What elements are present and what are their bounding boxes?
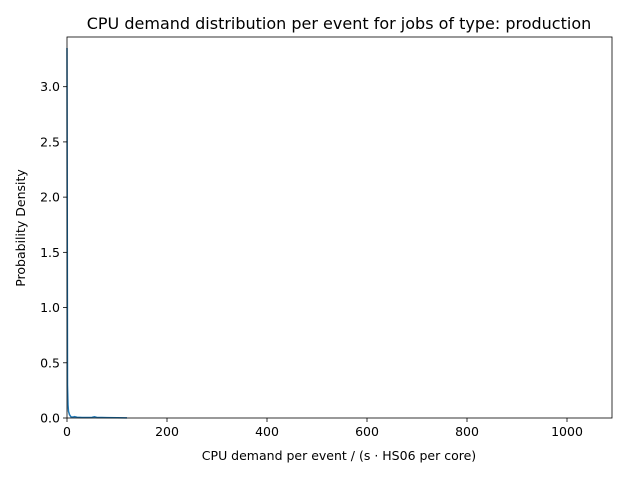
y-tick-label: 2.0: [40, 190, 60, 205]
y-tick-label: 1.0: [40, 300, 60, 315]
y-axis-label: Probability Density: [13, 169, 28, 287]
series-layer: [66, 48, 128, 419]
x-tick-label: 1000: [551, 424, 583, 439]
x-tick-label: 800: [455, 424, 479, 439]
y-tick-label: 0.5: [40, 355, 60, 370]
y-axis: 0.0 0.5 1.0 1.5 2.0 2.5 3.0: [40, 79, 67, 426]
plot-frame: [66, 36, 613, 419]
y-tick-label: 3.0: [40, 79, 60, 94]
y-tick-label: 1.5: [40, 245, 60, 260]
y-tick-label: 0.0: [40, 411, 60, 426]
series-line-0: [66, 48, 128, 419]
y-tick-label: 2.5: [40, 134, 60, 149]
x-tick-label: 600: [355, 424, 379, 439]
x-tick-label: 0: [63, 424, 71, 439]
chart-title: CPU demand distribution per event for jo…: [87, 14, 592, 33]
x-axis-label: CPU demand per event / (s · HS06 per cor…: [202, 448, 476, 463]
x-tick-label: 400: [255, 424, 279, 439]
x-tick-label: 200: [155, 424, 179, 439]
x-axis: 0 200 400 600 800 1000: [63, 418, 583, 439]
